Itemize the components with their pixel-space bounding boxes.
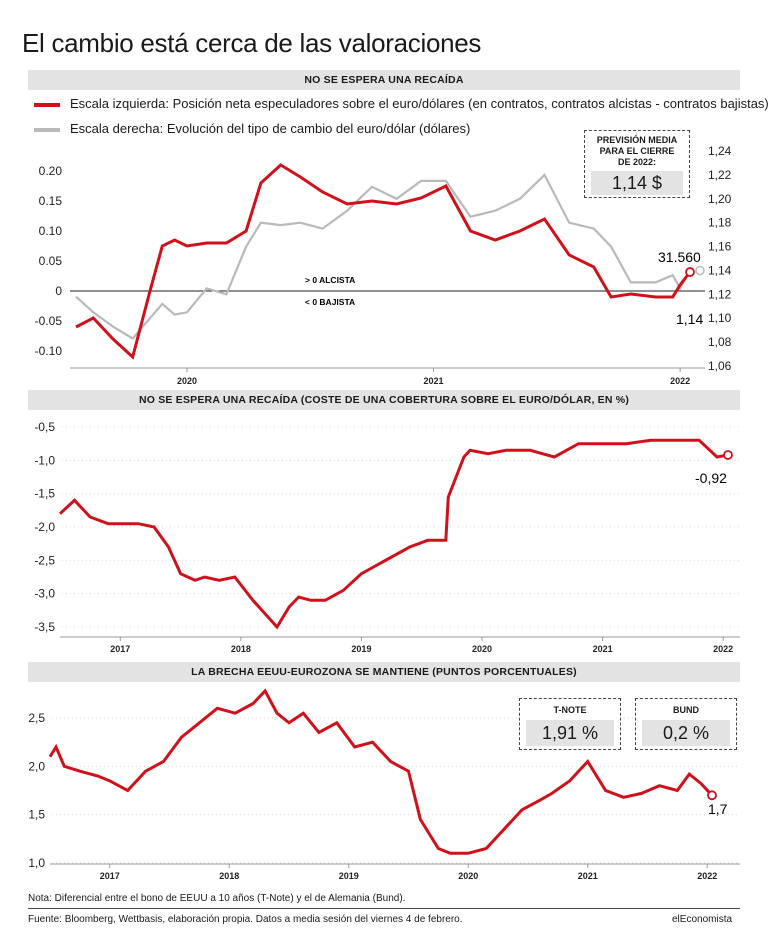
chart3-x-tick: 2019 [339,871,359,881]
chart3-series-spread [48,688,714,855]
chart1-y-tick: 0.10 [39,224,63,238]
chart1-svg: 0.20 0.15 0.10 0.05 0 -0.05 -0.10 1,24 1,22 1,20 1… [35,144,732,386]
chart3-y-tick: 2,0 [28,759,45,773]
bund-value: 0,2 % [642,720,730,746]
chart3-x-tick: 2022 [697,871,717,881]
chart1-x-tick: 2020 [177,376,197,386]
chart2-y-tick: -1,5 [34,487,55,501]
chart1-end-label-red: 31.560 [658,249,701,265]
chart1-x-tick: 2021 [424,376,444,386]
chart1-y-tick: 0.20 [39,164,63,178]
legend-gray: Escala derecha: Evolución del tipo de ca… [34,121,470,136]
footer-divider [28,908,740,909]
chart2-end-marker [723,450,733,460]
chart3-end-label: 1,7 [708,801,728,817]
chart2-y-tick: -3,0 [34,587,55,601]
chart1-red-end-marker [685,267,695,277]
chart1-y2-tick: 1,24 [708,144,732,158]
brand-logo: elEconomista [672,914,733,925]
panel3-header: LA BRECHA EEUU-EUROZONA SE MANTIENE (PUN… [28,662,740,682]
panel2-header: NO SE ESPERA UNA RECAÍDA (COSTE DE UNA C… [28,390,740,410]
chart3-x-tick: 2020 [458,871,478,881]
chart1-y-tick: -0.05 [35,314,63,328]
chart2-svg: -0,5 -1,0 -1,5 -2,0 -2,5 -3,0 -3,5 2017 2018 2019… [34,420,740,654]
chart2-x-tick: 2018 [231,644,251,654]
legend-gray-swatch [34,127,60,132]
chart2-x-tick: 2020 [472,644,492,654]
tnote-box: T-NOTE 1,91 % [519,698,621,750]
page-title: El cambio está cerca de las valoraciones [22,28,482,58]
chart1-series-exchange-rate [75,173,691,340]
chart1-y2-tick: 1,06 [708,359,732,373]
chart1-y-tick: -0.10 [35,344,63,358]
chart3-end-marker [707,790,717,801]
chart2-x-tick: 2021 [593,644,613,654]
label-alcista: > 0 ALCISTA [305,275,355,285]
legend-red: Escala izquierda: Posición neta especula… [34,96,769,111]
chart1-y2-tick: 1,14 [708,263,732,277]
chart1-y-tick: 0.15 [39,194,63,208]
chart1-y2-tick: 1,10 [708,311,732,325]
chart3-y-tick: 1,5 [28,808,45,822]
chart1-end-label-gray: 1,14 [676,311,703,327]
chart1-y2-tick: 1,22 [708,168,732,182]
chart1-y-tick: 0.05 [39,254,63,268]
chart2-y-tick: -1,0 [34,453,55,467]
legend-red-swatch [34,102,60,107]
chart3-y-tick: 2,5 [28,711,45,725]
forecast-value: 1,14 $ [591,171,683,195]
chart3-y-tick: 1,0 [28,856,45,870]
chart1-y-tick: 0 [55,284,62,298]
chart1-y2-tick: 1,12 [708,287,732,301]
legend-red-label: Escala izquierda: Posición neta especula… [70,96,769,111]
chart2-end-label: -0,92 [695,470,727,486]
chart1-y2-tick: 1,16 [708,240,732,254]
chart3-x-tick: 2018 [219,871,239,881]
chart1-gray-end-marker [695,265,705,276]
chart3-svg: 2,5 2,0 1,5 1,0 2017 2018 2019 2020 2021 2022 1,7 [28,688,740,881]
chart2-x-tick: 2022 [713,644,733,654]
chart1-y2-tick: 1,18 [708,216,732,230]
chart2-y-tick: -0,5 [34,420,55,434]
chart2-x-tick: 2019 [351,644,371,654]
chart2-series-hedge-cost [58,438,729,630]
chart1-y2-tick: 1,08 [708,335,732,349]
chart2-y-tick: -3,5 [34,620,55,634]
forecast-heading: PREVISIÓN MEDIA PARA EL CIERRE DE 2022: [596,135,678,167]
chart2-y-tick: -2,5 [34,553,55,567]
chart1-y2-tick: 1,20 [708,192,732,206]
label-bajista: < 0 BAJISTA [305,297,355,307]
chart3-x-tick: 2017 [100,871,120,881]
chart1-series-net-position [75,163,692,360]
tnote-label: T-NOTE [553,705,587,715]
legend-gray-label: Escala derecha: Evolución del tipo de ca… [70,121,471,136]
panel1-header: NO SE ESPERA UNA RECAÍDA [28,70,740,90]
chart-note: Nota: Diferencial entre el bono de EEUU … [28,893,406,904]
tnote-value: 1,91 % [526,720,614,746]
bund-label: BUND [673,705,699,715]
chart2-x-tick: 2017 [110,644,130,654]
bund-box: BUND 0,2 % [635,698,737,750]
chart3-x-tick: 2021 [578,871,598,881]
forecast-box: PREVISIÓN MEDIA PARA EL CIERRE DE 2022: … [584,130,690,198]
chart1-x-tick: 2022 [670,376,690,386]
chart2-y-tick: -2,0 [34,520,55,534]
source-note: Fuente: Bloomberg, Wettbasis, elaboració… [28,914,463,925]
